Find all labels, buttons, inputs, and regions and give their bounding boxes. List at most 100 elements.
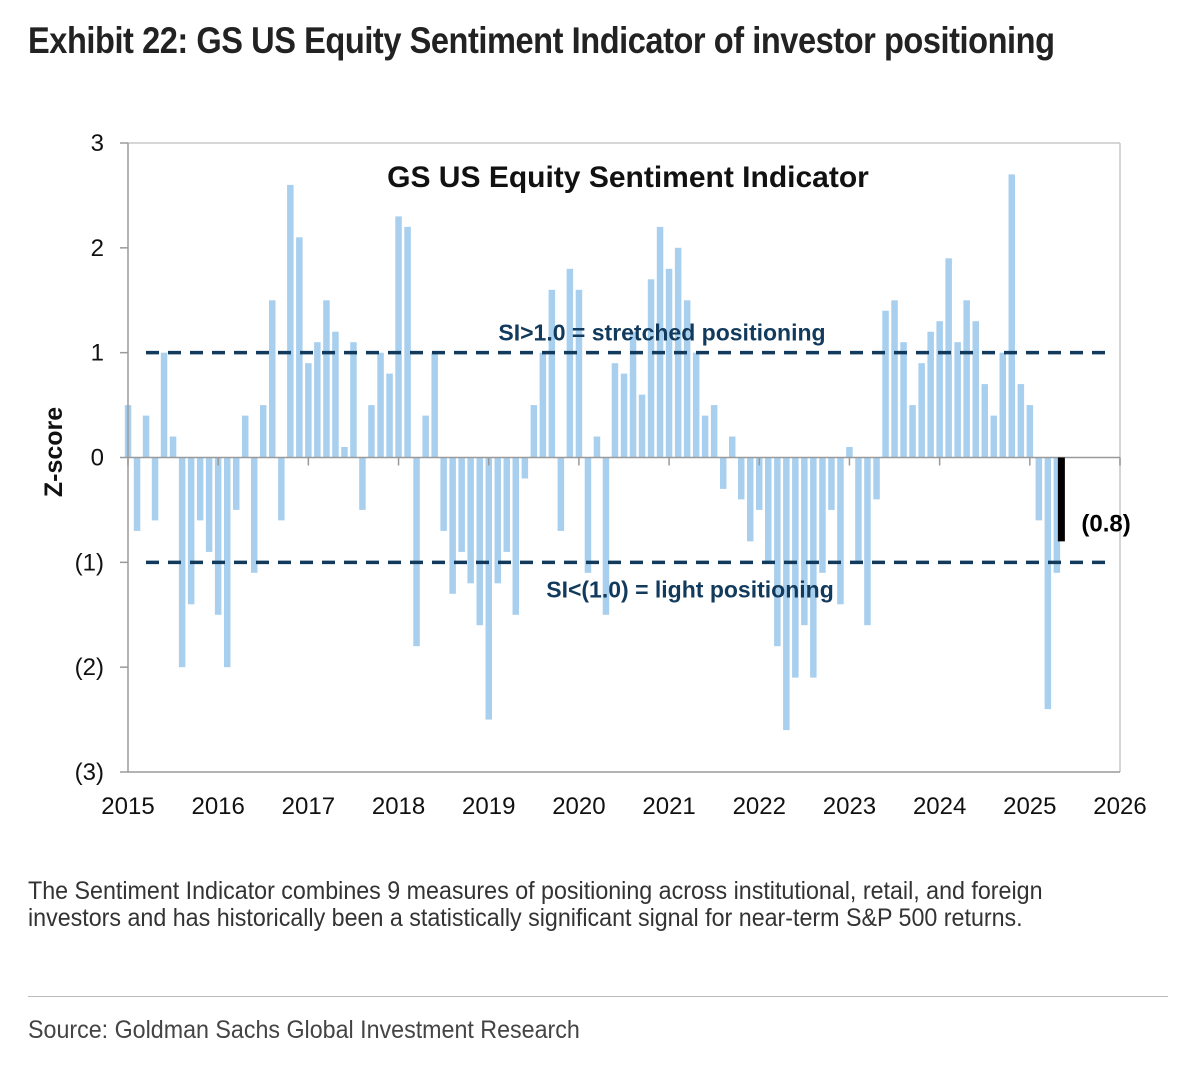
bar (1017, 384, 1025, 458)
bar (467, 457, 474, 584)
bar (359, 457, 366, 510)
bar (521, 457, 529, 479)
bar (620, 373, 628, 458)
bar (296, 237, 303, 458)
chart: SI>1.0 = stretched positioning SI<(1.0) =… (40, 130, 1147, 820)
bar (548, 289, 556, 458)
bar (557, 457, 565, 531)
chart-title: GS US Equity Sentiment Indicator (387, 161, 869, 194)
source-note: Source: Goldman Sachs Global Investment … (28, 1016, 580, 1044)
x-tick-label: 2026 (1093, 793, 1146, 820)
bar (413, 457, 420, 647)
bar (512, 457, 519, 615)
bar (368, 405, 375, 458)
bar (205, 457, 213, 552)
bar (133, 457, 141, 531)
bar (476, 457, 483, 626)
bar (701, 415, 709, 458)
bar (738, 457, 745, 500)
bar (909, 405, 916, 458)
bar (665, 268, 673, 458)
y-axis: 3 2 1 0 (1) (2) (3) (75, 130, 128, 786)
bar (377, 352, 384, 458)
bar (981, 384, 988, 458)
x-tick-label: 2016 (191, 793, 244, 820)
y-tick-label: 2 (91, 235, 104, 262)
plot-frame (127, 142, 1121, 773)
bar (224, 457, 231, 668)
bar (846, 447, 853, 458)
bar (1044, 457, 1052, 710)
bar (160, 352, 168, 458)
bars-layer (124, 174, 1061, 731)
x-tick-label: 2022 (733, 793, 786, 820)
bar (449, 457, 456, 594)
bar (251, 457, 258, 573)
bar (530, 405, 538, 458)
x-tick-label: 2018 (372, 793, 425, 820)
bar (900, 342, 907, 458)
latest-value-label: (0.8) (1081, 510, 1130, 537)
bar (187, 457, 195, 605)
bar (341, 447, 348, 458)
bar (395, 216, 402, 458)
bar (575, 289, 583, 458)
bar (458, 457, 465, 552)
x-tick-label: 2019 (462, 793, 515, 820)
bar (891, 300, 898, 458)
bar (638, 394, 646, 458)
bar (305, 363, 312, 458)
bar (972, 321, 979, 458)
bar (774, 457, 781, 647)
latest-layer: (0.8) (1057, 457, 1131, 542)
bar (269, 300, 276, 458)
x-tick-label: 2017 (282, 793, 335, 820)
bar (214, 457, 222, 615)
bar (729, 436, 736, 458)
bar (566, 268, 574, 458)
x-tick-label: 2021 (642, 793, 695, 820)
threshold-label: SI>1.0 = stretched positioning (498, 320, 825, 346)
x-tick-label: 2015 (101, 793, 154, 820)
bar (1026, 405, 1034, 458)
bar (1053, 457, 1061, 573)
x-tick-label: 2020 (552, 793, 605, 820)
bar (783, 457, 790, 731)
bar (260, 405, 267, 458)
bar (440, 457, 447, 531)
bar (233, 457, 240, 510)
bar (710, 405, 718, 458)
bar (990, 415, 997, 458)
bar (1035, 457, 1043, 521)
y-tick-label: 1 (91, 340, 104, 367)
bar (196, 457, 204, 521)
y-tick-label: (3) (75, 759, 104, 786)
bar (963, 300, 970, 458)
bar (169, 436, 177, 458)
bar (864, 457, 871, 626)
bar (882, 310, 889, 458)
bar (142, 415, 150, 458)
bar (819, 457, 826, 573)
bar (647, 279, 655, 458)
bar (350, 342, 357, 458)
y-tick-label: 3 (91, 130, 104, 157)
bar (801, 457, 808, 626)
bar (278, 457, 285, 521)
x-tick-label: 2024 (913, 793, 966, 820)
bar (747, 457, 754, 542)
bar (287, 184, 294, 458)
bar (656, 226, 664, 458)
bar (431, 352, 438, 458)
bar (404, 226, 411, 458)
y-axis-label: Z-score (40, 407, 68, 497)
bar (918, 363, 925, 458)
x-tick-label: 2025 (1003, 793, 1056, 820)
bar (314, 342, 321, 458)
bar (422, 415, 429, 458)
bar (720, 457, 727, 489)
x-axis: 2015 2016 2017 2018 2019 2020 2021 2022 2023 2024… (101, 457, 1147, 820)
footnote: The Sentiment Indicator combines 9 measu… (28, 877, 1043, 932)
bar (485, 457, 492, 720)
bar (692, 352, 700, 458)
